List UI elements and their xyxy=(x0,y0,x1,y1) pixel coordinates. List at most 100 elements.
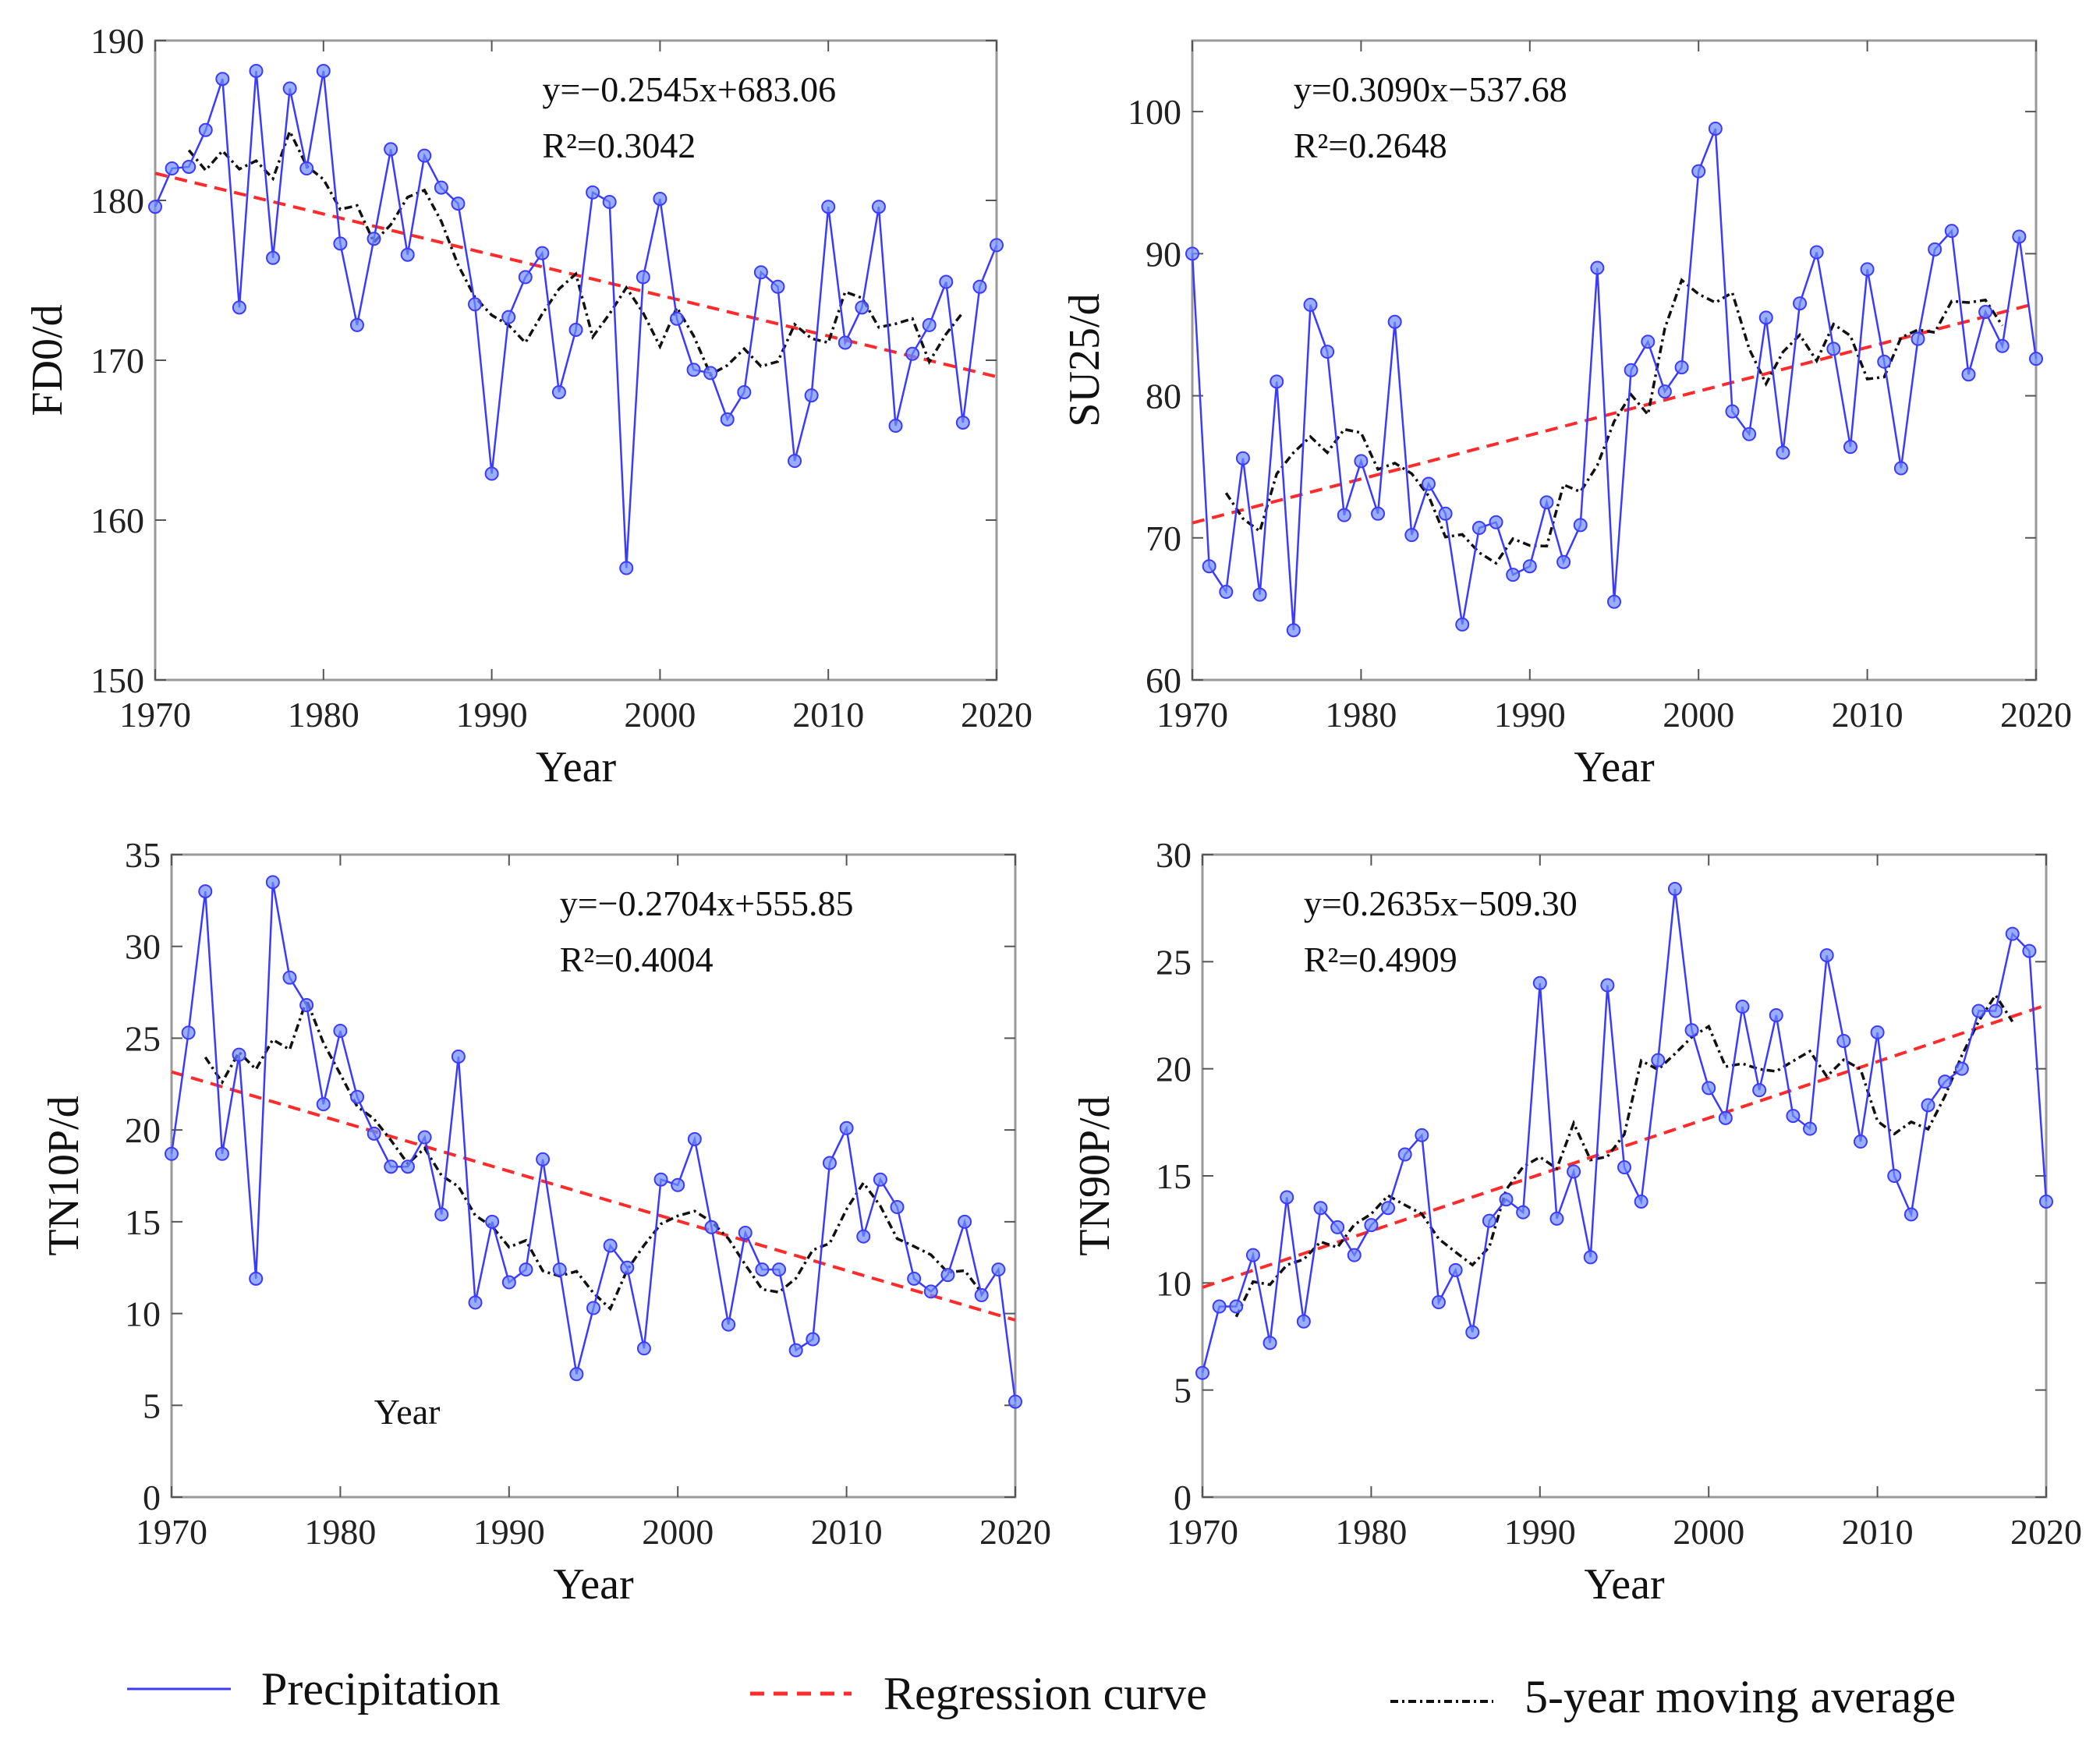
data-point xyxy=(1657,384,1672,399)
data-point xyxy=(1819,948,1834,963)
y-axis-title: TN90P/d xyxy=(1071,1096,1119,1255)
data-point xyxy=(198,884,213,899)
data-point xyxy=(1667,881,1682,896)
y-tick-label: 60 xyxy=(1146,660,1181,700)
y-tick-label: 25 xyxy=(125,1018,161,1058)
data-point xyxy=(855,300,869,315)
data-point xyxy=(1235,451,1250,466)
data-point xyxy=(519,1262,533,1277)
data-point xyxy=(1752,1083,1767,1098)
data-point xyxy=(788,1343,803,1358)
y-tick-label: 0 xyxy=(143,1478,161,1517)
plot-area xyxy=(1201,853,2048,1499)
x-tick-label: 1980 xyxy=(304,1512,376,1552)
data-point xyxy=(400,247,415,262)
x-tick-label: 1990 xyxy=(1504,1512,1576,1552)
data-point xyxy=(1607,594,1621,609)
data-point xyxy=(1583,1250,1598,1265)
y-tick-label: 5 xyxy=(143,1386,161,1425)
data-point xyxy=(1008,1394,1022,1409)
data-point xyxy=(1471,521,1486,536)
data-point xyxy=(1499,1192,1514,1207)
data-point xyxy=(636,270,650,285)
data-point xyxy=(822,1156,837,1170)
data-point xyxy=(1212,1299,1227,1314)
y-tick-label: 25 xyxy=(1156,942,1192,982)
moving-average-line xyxy=(187,127,965,377)
y-axis-title: TN10P/d xyxy=(40,1096,88,1255)
data-point xyxy=(871,200,886,214)
data-point xyxy=(417,1130,432,1145)
data-point xyxy=(972,279,987,294)
data-point xyxy=(602,195,617,210)
r-squared: R²=0.2648 xyxy=(1294,126,1447,165)
data-point xyxy=(552,1262,567,1277)
x-tick-label: 2010 xyxy=(1832,695,1903,735)
x-tick-label: 1970 xyxy=(119,695,191,735)
annotation-text: Year xyxy=(374,1392,441,1432)
y-tick-label: 160 xyxy=(90,501,144,540)
data-point xyxy=(669,311,684,326)
data-point xyxy=(1978,305,1993,320)
x-tick-label: 2010 xyxy=(792,695,864,735)
y-tick-label: 0 xyxy=(1174,1478,1192,1517)
data-point xyxy=(400,1159,415,1174)
x-tick-label: 2000 xyxy=(624,695,696,735)
data-point xyxy=(990,238,1004,253)
data-point xyxy=(501,310,516,324)
data-point xyxy=(1229,1299,1244,1314)
data-point xyxy=(1252,587,1267,602)
regression-line xyxy=(1192,302,2037,525)
data-point xyxy=(586,1301,600,1315)
data-point xyxy=(856,1229,871,1244)
y-tick-label: 20 xyxy=(125,1110,161,1150)
y-tick-label: 180 xyxy=(90,181,144,221)
data-point xyxy=(2039,1194,2053,1209)
data-point xyxy=(586,185,600,200)
data-point xyxy=(720,412,735,427)
data-point xyxy=(821,200,836,214)
data-point xyxy=(755,1262,770,1277)
regression-equation: y=0.2635x−509.30 xyxy=(1304,883,1578,923)
data-point xyxy=(772,1262,787,1277)
data-point xyxy=(1641,335,1656,349)
data-point xyxy=(1567,1164,1581,1179)
x-tick-label: 2000 xyxy=(1663,695,1734,735)
data-point xyxy=(551,385,566,399)
y-tick-label: 15 xyxy=(1156,1156,1192,1196)
x-tick-label: 1980 xyxy=(1335,1512,1407,1552)
x-tick-label: 1990 xyxy=(473,1512,545,1552)
data-point xyxy=(1431,1295,1446,1310)
data-point xyxy=(1438,506,1453,521)
data-point xyxy=(215,72,230,87)
x-axis-title: Year xyxy=(1584,1560,1665,1609)
data-point xyxy=(1944,224,1959,239)
legend-label-precipitation: Precipitation xyxy=(261,1663,501,1715)
data-point xyxy=(434,180,448,195)
data-point xyxy=(1938,1074,1953,1089)
data-point xyxy=(1624,363,1638,377)
data-point xyxy=(1270,374,1284,389)
data-point xyxy=(182,159,197,174)
data-point xyxy=(282,81,297,96)
data-point xyxy=(568,323,583,338)
y-tick-label: 35 xyxy=(125,835,161,875)
data-point xyxy=(753,265,768,280)
data-point xyxy=(838,335,852,350)
moving-average-line xyxy=(204,996,983,1312)
y-axis-title: FD0/d xyxy=(23,304,72,416)
y-tick-label: 70 xyxy=(1146,519,1181,558)
data-point xyxy=(738,1225,753,1240)
data-point xyxy=(1421,476,1436,491)
data-point xyxy=(384,1159,398,1174)
moving-average-line xyxy=(1234,992,2014,1318)
data-point xyxy=(1489,515,1503,529)
data-point xyxy=(1482,1213,1496,1228)
x-tick-label: 1970 xyxy=(1167,1512,1238,1552)
data-point xyxy=(890,1200,905,1215)
data-point xyxy=(1296,1314,1311,1329)
data-point xyxy=(653,191,668,206)
panel-su25: 1970 1980 1990 2000 2010 2020 60 70 80 90 100 Year S… xyxy=(1061,39,2072,791)
data-point xyxy=(1262,1336,1277,1351)
